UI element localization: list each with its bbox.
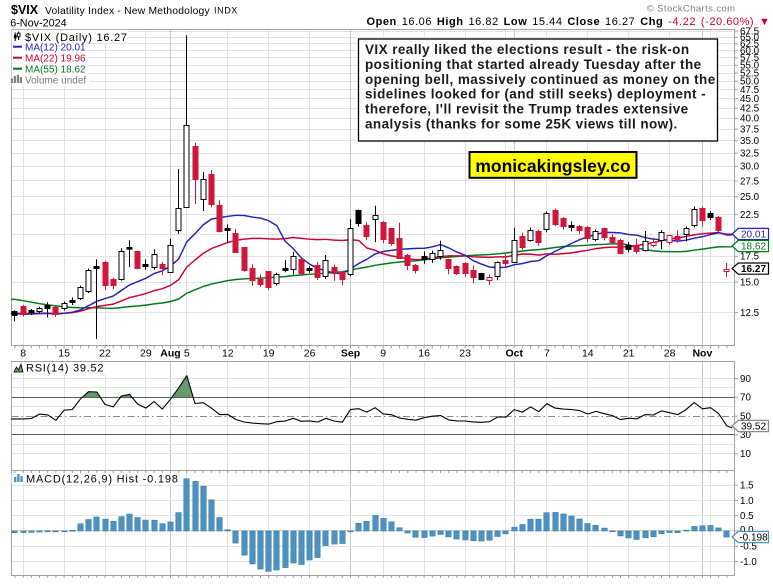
svg-text:MA(12) 20.01: MA(12) 20.01 bbox=[25, 43, 86, 54]
svg-text:62.5: 62.5 bbox=[740, 39, 760, 50]
svg-text:opening bell, massively contin: opening bell, massively continued as mon… bbox=[365, 72, 716, 87]
svg-text:57.5: 57.5 bbox=[740, 53, 760, 64]
svg-text:-0.198: -0.198 bbox=[739, 533, 768, 544]
svg-text:8: 8 bbox=[20, 348, 26, 360]
svg-text:INDX: INDX bbox=[214, 5, 238, 15]
svg-text:52.5: 52.5 bbox=[740, 68, 760, 79]
svg-text:0.5: 0.5 bbox=[740, 511, 754, 522]
svg-text:© StockCharts.com: © StockCharts.com bbox=[647, 4, 736, 15]
svg-text:RSI(14) 39.52: RSI(14) 39.52 bbox=[26, 363, 104, 375]
svg-text:40.0: 40.0 bbox=[740, 114, 760, 125]
svg-text:positioning that started alrea: positioning that started already Tuesday… bbox=[365, 57, 702, 72]
svg-text:25.0: 25.0 bbox=[740, 192, 760, 203]
svg-text:MACD(12,26,9) Hist -0.198: MACD(12,26,9) Hist -0.198 bbox=[26, 474, 179, 486]
svg-text:47.5: 47.5 bbox=[740, 85, 760, 96]
svg-text:50.0: 50.0 bbox=[740, 77, 760, 88]
svg-text:Nov: Nov bbox=[692, 348, 712, 360]
svg-text:6-Nov-2024: 6-Nov-2024 bbox=[10, 17, 66, 29]
svg-text:22: 22 bbox=[99, 348, 111, 360]
svg-text:27.5: 27.5 bbox=[740, 176, 760, 187]
svg-text:VIX really liked the elections: VIX really liked the elections result - … bbox=[365, 42, 690, 57]
svg-text:10: 10 bbox=[740, 449, 751, 460]
svg-text:1.0: 1.0 bbox=[740, 496, 754, 507]
svg-text:67.5: 67.5 bbox=[740, 26, 760, 37]
svg-text:39.52: 39.52 bbox=[741, 422, 766, 433]
svg-text:Aug: Aug bbox=[160, 348, 180, 360]
svg-text:20.01: 20.01 bbox=[741, 230, 766, 241]
svg-text:Volume undef: Volume undef bbox=[25, 76, 86, 87]
svg-text:therefore, I'll revisit the Tr: therefore, I'll revisit the Trump trades… bbox=[365, 102, 689, 117]
svg-text:37.5: 37.5 bbox=[740, 125, 760, 136]
svg-text:monicakingsley.co: monicakingsley.co bbox=[475, 156, 630, 176]
svg-text:35.0: 35.0 bbox=[740, 136, 760, 147]
svg-text:-1.0: -1.0 bbox=[740, 557, 757, 568]
svg-text:22.5: 22.5 bbox=[740, 210, 760, 221]
svg-text:30: 30 bbox=[740, 430, 751, 441]
svg-text:15.0: 15.0 bbox=[740, 277, 760, 288]
svg-text:14: 14 bbox=[582, 348, 594, 360]
svg-text:23: 23 bbox=[459, 348, 471, 360]
svg-text:50: 50 bbox=[740, 411, 751, 422]
svg-text:$VIX: $VIX bbox=[11, 3, 39, 17]
svg-text:9: 9 bbox=[380, 348, 386, 360]
svg-text:26: 26 bbox=[304, 348, 316, 360]
svg-text:29: 29 bbox=[140, 348, 152, 360]
svg-text:-0.5: -0.5 bbox=[740, 542, 757, 553]
svg-text:MA(22) 19.96: MA(22) 19.96 bbox=[25, 54, 86, 65]
svg-text:MA(55) 18.62: MA(55) 18.62 bbox=[25, 65, 86, 76]
svg-text:42.5: 42.5 bbox=[740, 104, 760, 115]
svg-text:12: 12 bbox=[222, 348, 234, 360]
svg-text:0.0: 0.0 bbox=[740, 525, 754, 536]
svg-text:analysis (thanks for some 25K: analysis (thanks for some 25K views till… bbox=[365, 117, 678, 132]
svg-text:55.0: 55.0 bbox=[740, 61, 760, 72]
svg-text:60.0: 60.0 bbox=[740, 46, 760, 57]
svg-text:1.5: 1.5 bbox=[740, 481, 754, 492]
svg-text:Open 16.06 High 16.82 Low 15.4: Open 16.06 High 16.82 Low 15.44 Close 16… bbox=[367, 16, 771, 28]
svg-text:70: 70 bbox=[740, 393, 751, 404]
svg-text:18.62: 18.62 bbox=[741, 242, 766, 253]
svg-text:16: 16 bbox=[418, 348, 430, 360]
svg-text:45.0: 45.0 bbox=[740, 94, 760, 105]
svg-text:$VIX (Daily) 16.27: $VIX (Daily) 16.27 bbox=[25, 32, 128, 44]
svg-text:30.0: 30.0 bbox=[740, 162, 760, 173]
svg-text:21: 21 bbox=[623, 348, 635, 360]
svg-text:12.5: 12.5 bbox=[740, 308, 760, 319]
svg-text:5: 5 bbox=[184, 348, 190, 360]
svg-text:15: 15 bbox=[58, 348, 70, 360]
svg-text:19: 19 bbox=[263, 348, 275, 360]
svg-text:Volatility Index - New Methodo: Volatility Index - New Methodology bbox=[45, 6, 211, 17]
svg-text:16.27: 16.27 bbox=[741, 264, 766, 275]
svg-text:7: 7 bbox=[544, 348, 550, 360]
svg-text:28: 28 bbox=[664, 348, 676, 360]
svg-text:Sep: Sep bbox=[341, 348, 360, 360]
svg-text:sidelines looked for (and stil: sidelines looked for (and still seeks) d… bbox=[365, 87, 706, 102]
svg-text:Oct: Oct bbox=[505, 348, 523, 360]
svg-text:90: 90 bbox=[740, 374, 751, 385]
svg-text:17.5: 17.5 bbox=[740, 252, 760, 263]
svg-text:65.0: 65.0 bbox=[740, 33, 760, 44]
svg-text:32.5: 32.5 bbox=[740, 148, 760, 159]
